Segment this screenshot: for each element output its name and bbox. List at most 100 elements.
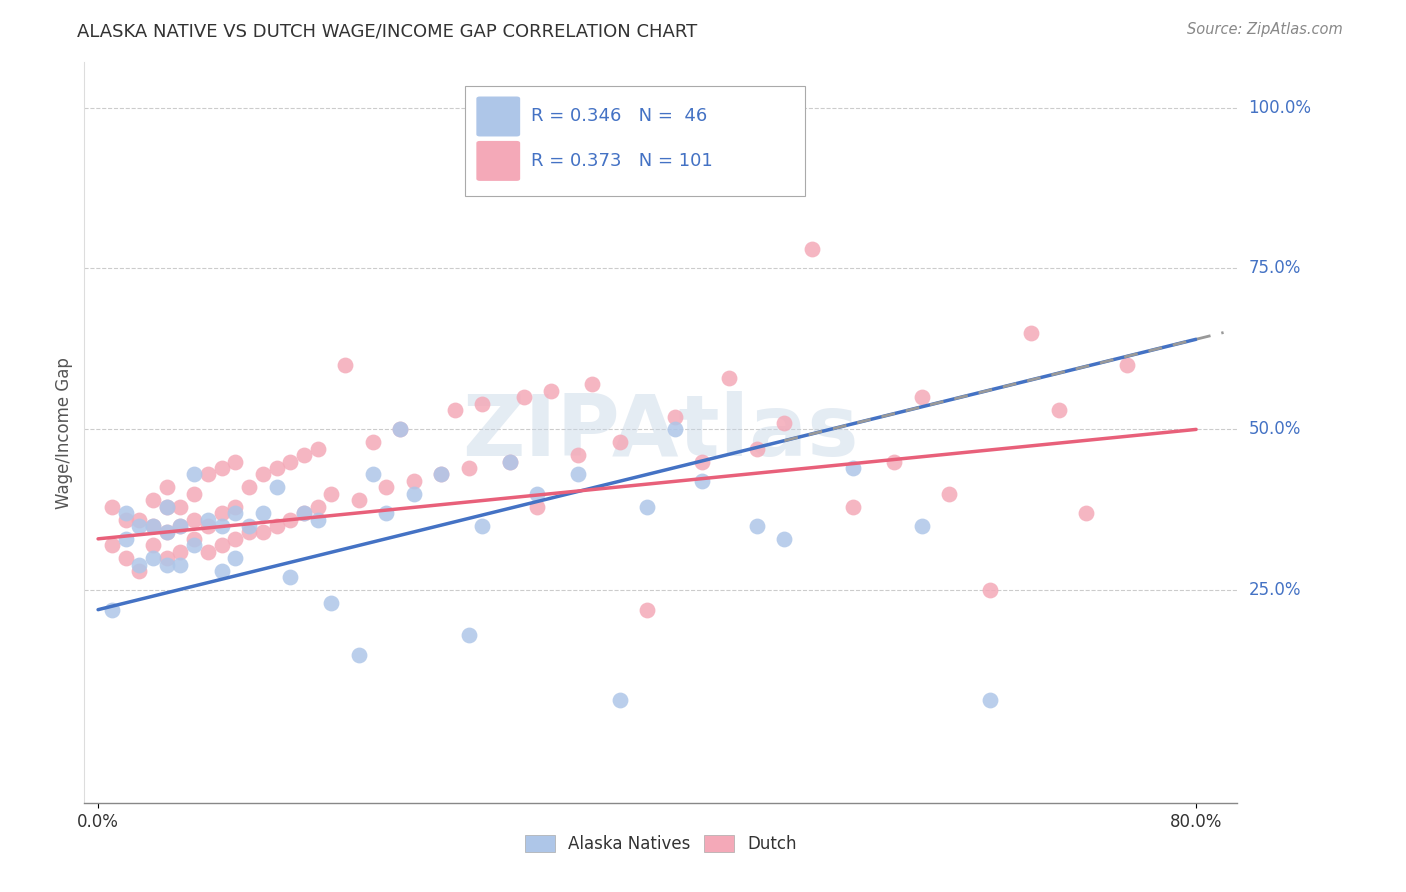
Point xyxy=(979,693,1001,707)
Point xyxy=(169,519,191,533)
Point xyxy=(361,435,384,450)
Point xyxy=(224,506,246,520)
Point xyxy=(292,506,315,520)
Point xyxy=(183,467,205,482)
Point xyxy=(224,500,246,514)
Point xyxy=(114,551,136,566)
Point xyxy=(169,519,191,533)
Point xyxy=(526,487,548,501)
Point xyxy=(156,500,179,514)
Point xyxy=(307,442,329,456)
Point xyxy=(567,467,589,482)
Point xyxy=(101,538,124,552)
Point xyxy=(609,693,631,707)
Point xyxy=(636,500,658,514)
Point xyxy=(512,390,534,404)
Point xyxy=(156,525,179,540)
Point xyxy=(664,409,686,424)
Point xyxy=(307,512,329,526)
Point xyxy=(883,454,905,468)
Point xyxy=(278,512,301,526)
Point xyxy=(444,403,467,417)
Point xyxy=(1076,506,1098,520)
Point xyxy=(540,384,562,398)
Point xyxy=(266,461,288,475)
Point xyxy=(142,551,165,566)
Text: 50.0%: 50.0% xyxy=(1249,420,1301,438)
Point xyxy=(211,538,233,552)
Point xyxy=(347,493,370,508)
Point xyxy=(1047,403,1070,417)
Point xyxy=(375,480,398,494)
Point xyxy=(321,596,343,610)
Point xyxy=(114,532,136,546)
Point xyxy=(389,422,412,436)
Text: Source: ZipAtlas.com: Source: ZipAtlas.com xyxy=(1187,22,1343,37)
Point xyxy=(292,448,315,462)
Point xyxy=(581,377,603,392)
Point xyxy=(183,538,205,552)
Text: ZIPAtlas: ZIPAtlas xyxy=(463,391,859,475)
Text: R = 0.346   N =  46: R = 0.346 N = 46 xyxy=(530,108,707,126)
Point xyxy=(938,487,960,501)
Point xyxy=(183,532,205,546)
Point xyxy=(211,461,233,475)
Point xyxy=(169,545,191,559)
Point xyxy=(609,435,631,450)
Legend: Alaska Natives, Dutch: Alaska Natives, Dutch xyxy=(516,826,806,861)
Point xyxy=(745,442,768,456)
Point xyxy=(773,416,796,430)
Point xyxy=(278,570,301,584)
Point xyxy=(183,487,205,501)
FancyBboxPatch shape xyxy=(477,141,520,181)
Point xyxy=(842,500,865,514)
Point xyxy=(252,467,274,482)
Point xyxy=(101,500,124,514)
Point xyxy=(910,519,932,533)
Point xyxy=(128,519,150,533)
Point xyxy=(156,558,179,572)
Point xyxy=(156,551,179,566)
Point xyxy=(114,512,136,526)
Point xyxy=(101,602,124,616)
Point xyxy=(197,519,219,533)
Point xyxy=(128,564,150,578)
Point xyxy=(266,519,288,533)
Point xyxy=(457,628,479,642)
Point xyxy=(690,474,713,488)
Text: R = 0.373   N = 101: R = 0.373 N = 101 xyxy=(530,152,713,169)
Point xyxy=(430,467,453,482)
Point xyxy=(1021,326,1043,340)
Point xyxy=(389,422,412,436)
Point xyxy=(252,525,274,540)
Point xyxy=(347,648,370,662)
Point xyxy=(197,545,219,559)
Point xyxy=(979,583,1001,598)
Point xyxy=(842,461,865,475)
Point xyxy=(430,467,453,482)
Point xyxy=(128,558,150,572)
Point xyxy=(211,564,233,578)
Point xyxy=(211,519,233,533)
Point xyxy=(197,512,219,526)
Y-axis label: Wage/Income Gap: Wage/Income Gap xyxy=(55,357,73,508)
Point xyxy=(567,448,589,462)
Point xyxy=(402,474,425,488)
Point xyxy=(169,500,191,514)
Point xyxy=(278,454,301,468)
Point xyxy=(128,512,150,526)
Point xyxy=(142,538,165,552)
Point xyxy=(471,397,494,411)
Point xyxy=(142,519,165,533)
Point xyxy=(333,358,356,372)
Point xyxy=(114,506,136,520)
Point xyxy=(238,519,260,533)
Point xyxy=(183,512,205,526)
Point xyxy=(321,487,343,501)
Point xyxy=(526,500,548,514)
Point xyxy=(375,506,398,520)
Point xyxy=(499,454,522,468)
Point xyxy=(292,506,315,520)
Point xyxy=(238,525,260,540)
Point xyxy=(361,467,384,482)
